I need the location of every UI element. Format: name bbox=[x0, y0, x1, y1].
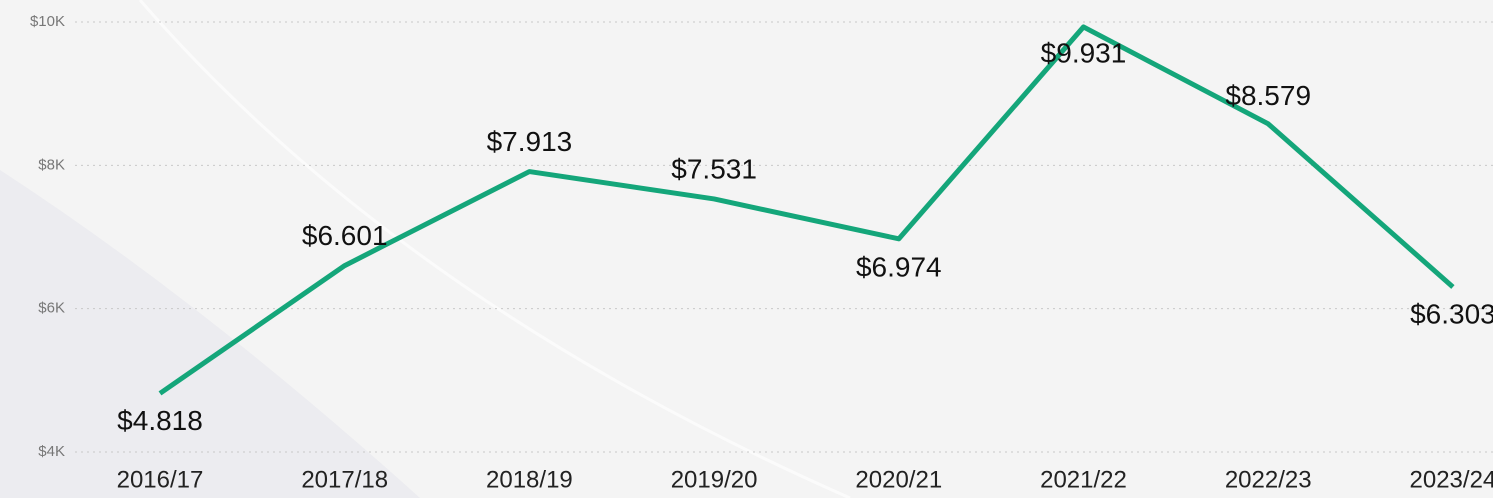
background-decoration bbox=[0, 0, 850, 498]
data-label: $8.579 bbox=[1225, 80, 1311, 111]
x-tick-label: 2020/21 bbox=[855, 466, 942, 493]
x-tick-label: 2022/23 bbox=[1225, 466, 1312, 493]
x-tick-label: 2017/18 bbox=[301, 466, 388, 493]
y-tick-label: $10K bbox=[30, 13, 65, 30]
data-label: $7.531 bbox=[671, 153, 757, 184]
data-label: $4.818 bbox=[117, 405, 203, 436]
x-tick-label: 2019/20 bbox=[671, 466, 758, 493]
data-label: $6.974 bbox=[856, 251, 942, 282]
x-tick-label: 2016/17 bbox=[117, 466, 204, 493]
background-shape bbox=[0, 170, 420, 498]
data-label: $7.913 bbox=[487, 126, 573, 157]
x-tick-label: 2018/19 bbox=[486, 466, 573, 493]
line bbox=[158, 24, 1455, 396]
y-tick-label: $8K bbox=[38, 156, 65, 173]
y-tick-label: $4K bbox=[38, 443, 65, 460]
data-label: $9.931 bbox=[1041, 37, 1127, 68]
data-label: $6.601 bbox=[302, 220, 388, 251]
data-label: $6.303 bbox=[1410, 298, 1493, 329]
x-tick-label: 2023/24 bbox=[1410, 466, 1493, 493]
x-tick-label: 2021/22 bbox=[1040, 466, 1127, 493]
background-curve bbox=[138, 0, 851, 498]
y-tick-label: $6K bbox=[38, 300, 65, 317]
